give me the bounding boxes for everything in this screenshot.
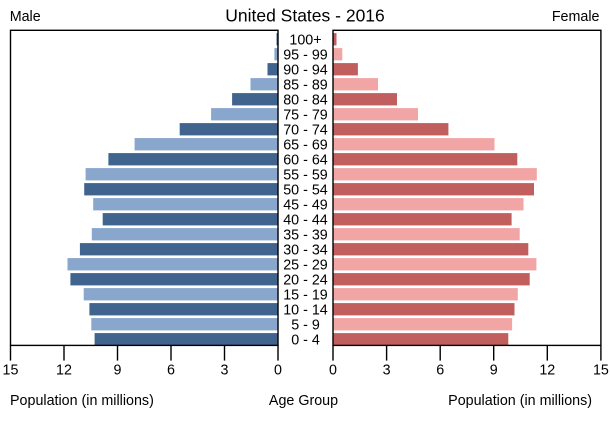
svg-text:10 - 14: 10 - 14 [283,303,328,319]
svg-text:12: 12 [56,362,72,378]
svg-text:35 - 39: 35 - 39 [283,228,328,244]
svg-text:0: 0 [274,362,282,378]
svg-text:70 - 74: 70 - 74 [283,123,328,139]
svg-text:Female: Female [552,9,600,25]
svg-text:12: 12 [539,362,555,378]
svg-text:95 - 99: 95 - 99 [283,48,328,64]
svg-text:85 - 89: 85 - 89 [283,78,328,94]
svg-text:100+: 100+ [289,33,321,49]
svg-text:65 - 69: 65 - 69 [283,138,328,154]
svg-text:6: 6 [167,362,175,378]
svg-text:15 - 19: 15 - 19 [283,288,328,304]
svg-text:5 - 9: 5 - 9 [291,318,320,334]
svg-text:9: 9 [114,362,122,378]
svg-text:20 - 24: 20 - 24 [283,273,328,289]
svg-text:45 - 49: 45 - 49 [283,198,328,214]
svg-text:6: 6 [436,362,444,378]
svg-text:3: 3 [383,362,391,378]
svg-text:50 - 54: 50 - 54 [283,183,328,199]
svg-text:0 - 4: 0 - 4 [291,333,320,349]
svg-text:United States - 2016: United States - 2016 [225,6,385,26]
svg-text:80 - 84: 80 - 84 [283,93,328,109]
svg-text:40 - 44: 40 - 44 [283,213,328,229]
svg-text:55 - 59: 55 - 59 [283,168,328,184]
svg-text:90 - 94: 90 - 94 [283,63,328,79]
svg-text:Population (in millions): Population (in millions) [10,393,154,409]
svg-text:Population (in millions): Population (in millions) [448,393,592,409]
svg-text:30 - 34: 30 - 34 [283,243,328,259]
svg-text:Male: Male [10,9,41,25]
svg-text:Age Group: Age Group [269,393,338,409]
svg-text:75 - 79: 75 - 79 [283,108,328,124]
svg-text:15: 15 [3,362,19,378]
svg-text:25 - 29: 25 - 29 [283,258,328,274]
svg-text:0: 0 [329,362,337,378]
svg-text:60 - 64: 60 - 64 [283,153,328,169]
svg-text:9: 9 [490,362,498,378]
svg-text:3: 3 [221,362,229,378]
svg-text:15: 15 [593,362,609,378]
